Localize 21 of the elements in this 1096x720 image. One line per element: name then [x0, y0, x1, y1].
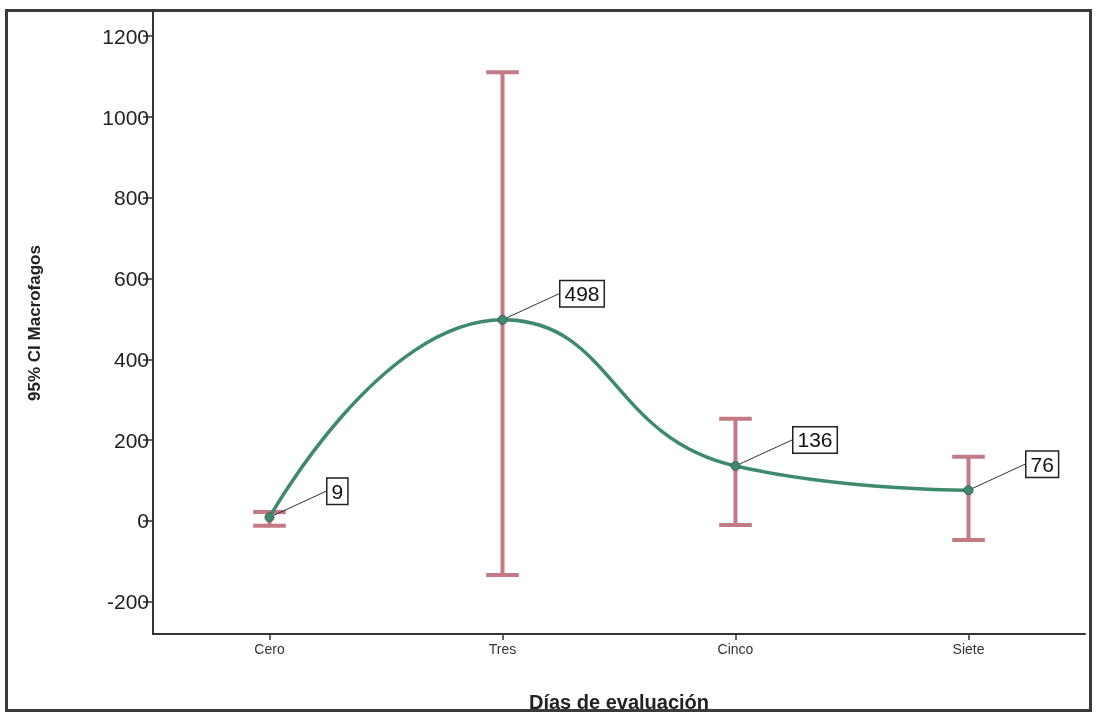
- y-tick-label: 600: [113, 267, 149, 291]
- point: [730, 460, 741, 471]
- y-tick-label: 800: [113, 186, 149, 210]
- point: [497, 314, 508, 325]
- y-tick-label: 200: [113, 428, 149, 452]
- y-tick-label: 0: [137, 509, 149, 533]
- x-tick-label: Siete: [952, 641, 985, 657]
- data-label: 9: [331, 479, 344, 503]
- y-axis-title: 95% CI Macrofagos: [25, 245, 44, 401]
- point: [963, 485, 974, 496]
- y-tick-label: 400: [113, 347, 149, 371]
- y-tick-label: 1200: [102, 24, 149, 48]
- x-tick-label: Cinco: [717, 641, 754, 657]
- x-tick-label: Cero: [254, 641, 285, 657]
- y-tick-label: -200: [106, 590, 149, 614]
- x-axis-title: Días de evaluación: [528, 691, 710, 713]
- data-label: 498: [564, 282, 600, 306]
- y-tick-label: 1000: [102, 105, 149, 129]
- data-label: 136: [797, 428, 833, 452]
- data-label: 76: [1030, 452, 1054, 476]
- x-tick-label: Tres: [488, 641, 517, 657]
